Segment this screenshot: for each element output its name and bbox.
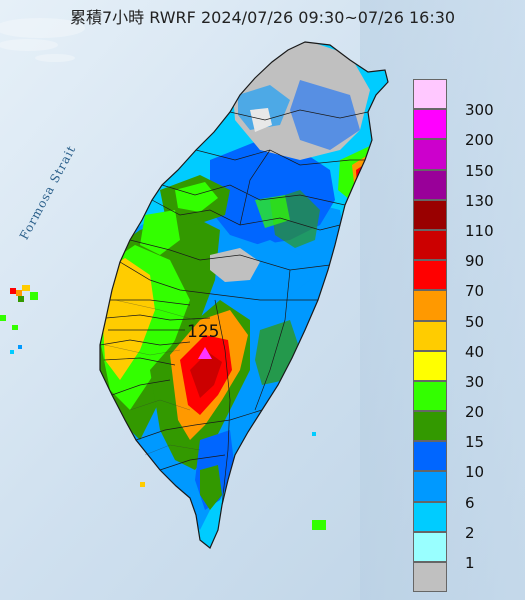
legend-label: 70	[465, 282, 485, 301]
legend-label: 300	[465, 101, 494, 120]
max-rainfall-triangle-icon	[198, 347, 212, 359]
legend-label: 150	[465, 161, 494, 180]
legend-label: 20	[465, 403, 485, 422]
legend-label: 200	[465, 131, 494, 150]
legend-swatch	[413, 169, 447, 200]
legend-row: 2	[413, 501, 523, 542]
rainfall-legend: 300 200 150 130 110 90 70 50 40 30 20 15 10 6 2 1	[413, 79, 523, 593]
legend-swatch	[413, 320, 447, 351]
legend-label: 10	[465, 463, 485, 482]
legend-row: 200	[413, 109, 523, 149]
river-lines	[104, 299, 201, 456]
legend-row: 15	[413, 411, 523, 451]
offshore-islands	[0, 285, 326, 530]
legend-label: 110	[465, 221, 494, 240]
legend-row: 70	[413, 260, 523, 300]
legend-swatch	[413, 260, 447, 291]
cloud-texture	[0, 18, 85, 62]
legend-row: 10	[413, 441, 523, 481]
legend-row: 1	[413, 531, 523, 572]
legend-row	[413, 562, 523, 593]
legend-row: 6	[413, 471, 523, 512]
legend-label: 50	[465, 312, 485, 331]
map-title: 累積7小時 RWRF 2024/07/26 09:30~07/26 16:30	[70, 8, 456, 27]
legend-swatch	[413, 350, 447, 381]
legend-swatch	[413, 441, 447, 472]
legend-row: 130	[413, 169, 523, 210]
legend-swatch	[413, 229, 447, 261]
legend-row: 40	[413, 320, 523, 361]
legend-label: 130	[465, 191, 494, 210]
legend-swatch	[413, 411, 447, 442]
legend-label: 1	[465, 554, 475, 572]
legend-row: 20	[413, 380, 523, 421]
legend-swatch	[413, 79, 447, 110]
legend-swatch	[413, 471, 447, 502]
legend-swatch	[413, 199, 447, 230]
legend-label: 15	[465, 433, 485, 452]
legend-row: 300	[413, 79, 523, 119]
legend-swatch	[413, 290, 447, 321]
legend-label: 40	[465, 342, 485, 361]
legend-label: 90	[465, 252, 485, 271]
legend-swatch	[413, 501, 447, 532]
legend-swatch	[413, 380, 447, 412]
legend-swatch	[413, 531, 447, 562]
legend-row: 110	[413, 199, 523, 240]
legend-label: 6	[465, 493, 475, 512]
legend-row: 90	[413, 229, 523, 270]
legend-label: 2	[465, 523, 475, 542]
legend-row: 30	[413, 350, 523, 391]
legend-label: 30	[465, 372, 485, 391]
legend-swatch	[413, 139, 447, 170]
legend-swatch	[413, 109, 447, 140]
legend-swatch	[413, 562, 447, 593]
legend-row: 50	[413, 290, 523, 331]
taiwan-coastline	[99, 41, 389, 549]
max-rainfall-value: 125	[187, 322, 220, 342]
county-boundaries	[99, 109, 369, 506]
legend-row: 150	[413, 139, 523, 180]
